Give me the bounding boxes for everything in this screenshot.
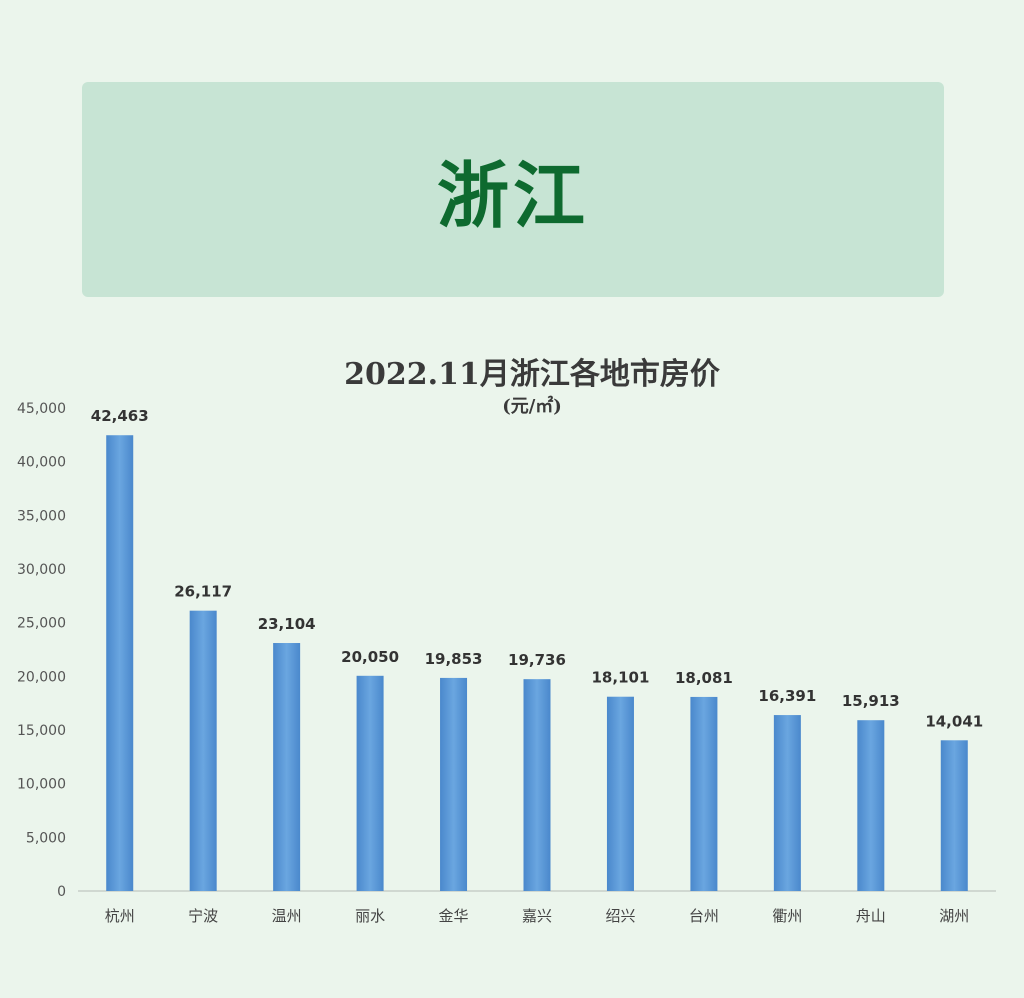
bar (773, 715, 801, 891)
chart-subtitle: (元/㎡) (502, 395, 562, 417)
category-label: 金华 (439, 907, 469, 925)
bars (106, 435, 968, 891)
y-tick-label: 35,000 (17, 508, 66, 524)
bar (106, 435, 134, 891)
category-label: 丽水 (355, 907, 385, 925)
bar (690, 696, 718, 891)
data-label: 26,117 (174, 583, 232, 601)
x-axis: 杭州 宁波 温州 丽水 金华 嘉兴 绍兴 台州 衢州 舟山 湖州 (78, 890, 996, 925)
y-tick-label: 45,000 (17, 401, 66, 417)
data-label: 19,853 (425, 650, 483, 668)
category-label: 台州 (689, 907, 719, 925)
bar (606, 696, 634, 891)
data-label: 23,104 (258, 615, 316, 633)
category-label: 绍兴 (605, 907, 635, 925)
bar-chart: 2022.11月浙江各地市房价 (元/㎡) 0 5,000 10,000 15,000… (17, 357, 996, 925)
y-tick-label: 30,000 (17, 562, 66, 578)
category-label: 嘉兴 (522, 907, 552, 925)
bar (940, 740, 968, 891)
y-axis: 0 5,000 10,000 15,000 20,000 25,000 30,000 35,0… (17, 401, 66, 900)
y-tick-label: 5,000 (26, 830, 66, 846)
bar (440, 677, 468, 891)
province-banner: 浙江 (82, 82, 944, 297)
data-label: 42,463 (91, 407, 149, 425)
bar (857, 720, 885, 891)
category-label: 舟山 (856, 907, 886, 925)
data-label: 18,101 (592, 669, 650, 687)
bar (189, 610, 217, 891)
bar (356, 675, 384, 891)
y-tick-label: 15,000 (17, 723, 66, 739)
category-label: 杭州 (105, 907, 135, 925)
bar (523, 679, 551, 891)
data-label: 15,913 (842, 692, 900, 710)
data-label: 20,050 (341, 648, 399, 666)
y-tick-label: 10,000 (17, 777, 66, 793)
data-label: 18,081 (675, 669, 733, 687)
data-label: 19,736 (508, 651, 566, 669)
category-label: 湖州 (939, 907, 969, 925)
bar (273, 643, 301, 891)
y-tick-label: 20,000 (17, 669, 66, 685)
chart-title: 2022.11月浙江各地市房价 (344, 357, 720, 392)
category-label: 温州 (272, 907, 302, 925)
data-label: 14,041 (925, 712, 983, 730)
data-labels: 42,463 26,117 23,104 20,050 19,853 19,736 18,1… (91, 407, 983, 730)
banner-title: 浙江 (436, 154, 589, 238)
y-tick-label: 40,000 (17, 455, 66, 471)
category-label: 宁波 (188, 907, 218, 925)
y-tick-label: 25,000 (17, 616, 66, 632)
y-tick-label: 0 (57, 884, 66, 900)
data-label: 16,391 (758, 687, 816, 705)
category-label: 衢州 (772, 907, 802, 925)
